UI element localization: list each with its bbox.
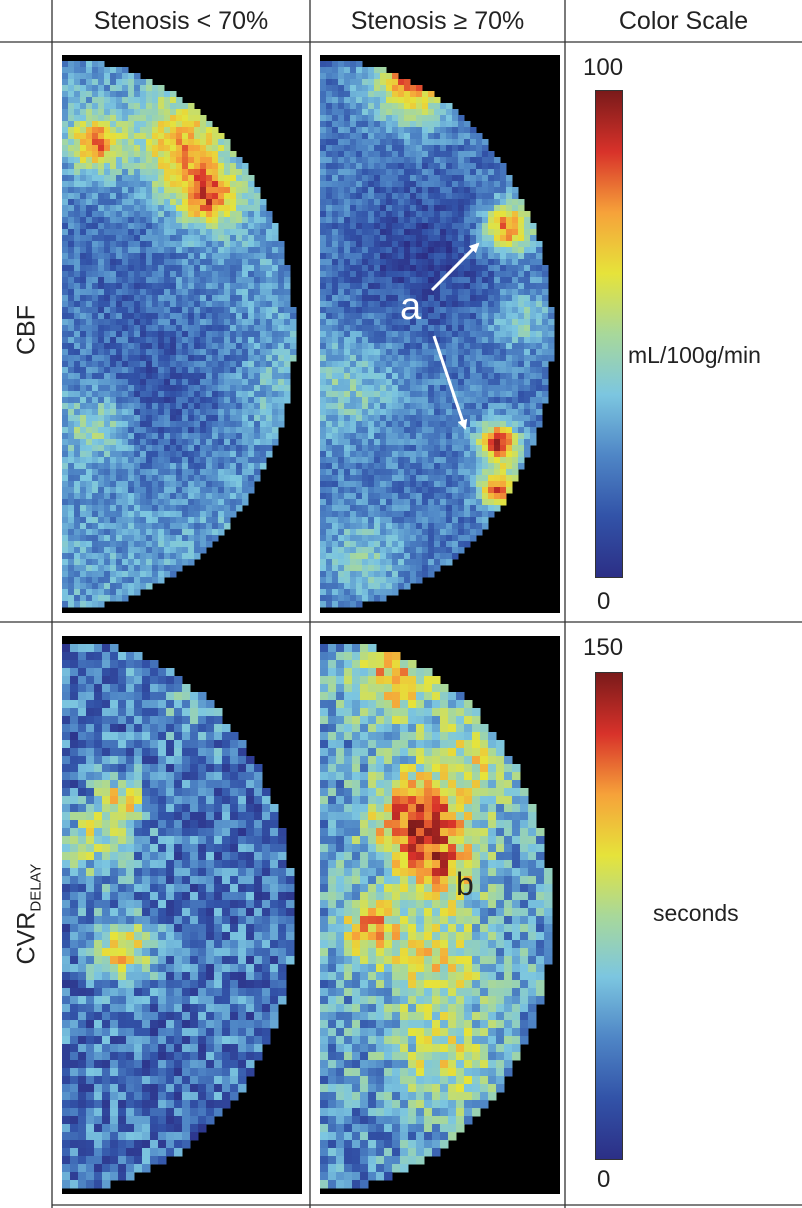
map-pixels — [320, 644, 553, 1189]
column-header-stenosis-high: Stenosis ≥ 70% — [350, 7, 525, 35]
cbf-map-stenosis-low — [62, 55, 302, 613]
cbf-map-stenosis-high — [320, 55, 560, 613]
cvr-delay-map-stenosis-high — [320, 636, 560, 1194]
row-label-cbf: CBF — [12, 305, 41, 355]
column-header-stenosis-low: Stenosis < 70% — [93, 7, 269, 35]
cvr-delay-map-stenosis-low — [62, 636, 302, 1194]
cvr-scale-unit: seconds — [653, 900, 739, 926]
map-pixels — [62, 644, 295, 1189]
cvr-colorbar — [595, 672, 623, 1160]
row-label-cvr-delay: CVRDELAY — [12, 863, 45, 965]
cvr-scale-min: 0 — [597, 1166, 611, 1193]
cbf-colorbar — [595, 90, 623, 578]
cbf-scale-min: 0 — [597, 588, 611, 615]
map-pixels — [320, 61, 555, 608]
cbf-scale-max: 100 — [583, 54, 624, 81]
column-header-color-scale: Color Scale — [618, 7, 749, 35]
map-pixels — [62, 61, 297, 608]
cbf-scale-unit: mL/100g/min — [628, 342, 761, 368]
annotation-label-b: b — [456, 866, 474, 902]
row-label-cvr-subscript: DELAY — [27, 863, 45, 912]
annotation-label-a: a — [400, 286, 422, 328]
cvr-scale-max: 150 — [583, 634, 624, 661]
row-label-cvr-main: CVR — [12, 911, 41, 965]
